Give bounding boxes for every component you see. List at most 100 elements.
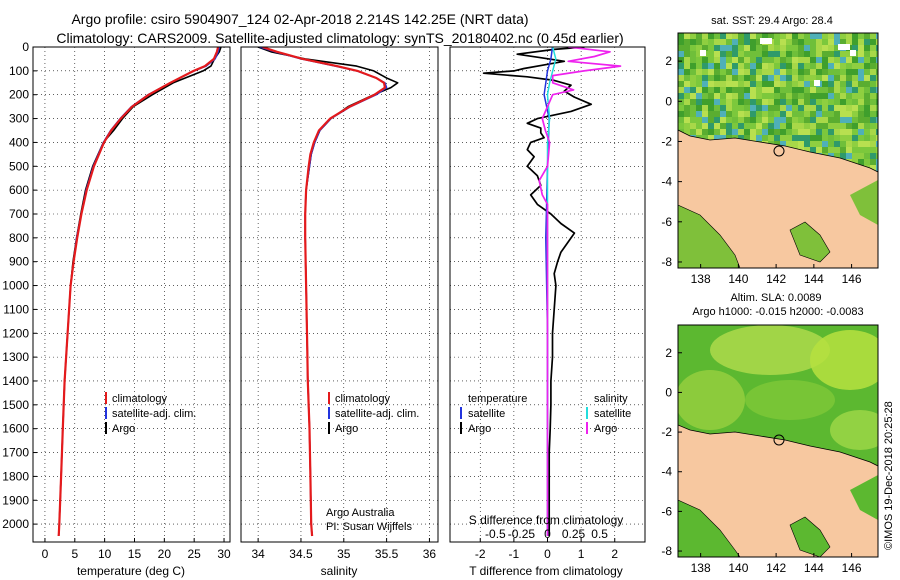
sst-cell (786, 51, 792, 57)
sst-cell (858, 129, 864, 135)
sst-cell (684, 39, 690, 45)
sst-cell (810, 147, 816, 153)
sst-cell (780, 135, 786, 141)
sst-cell (870, 105, 876, 111)
sst-cell (774, 33, 780, 39)
sst-cell (834, 75, 840, 81)
sst-cell (702, 75, 708, 81)
sst-cell (720, 111, 726, 117)
figure-title-line1: Argo profile: csiro 5904907_124 02-Apr-2… (71, 11, 528, 27)
sst-cell (822, 135, 828, 141)
sst-cell (810, 99, 816, 105)
sst-cell (780, 105, 786, 111)
sst-cell (852, 129, 858, 135)
sst-cell (846, 105, 852, 111)
sst-cell (822, 39, 828, 45)
sst-cell (876, 63, 878, 69)
sst-cell (750, 39, 756, 45)
sst-cell (738, 39, 744, 45)
sst-cell (684, 99, 690, 105)
sst-cell (852, 57, 858, 63)
sst-cell (858, 69, 864, 75)
sst-cell (756, 117, 762, 123)
sst-cell (846, 129, 852, 135)
sst-cell (768, 123, 774, 129)
map-x-tick-label: 144 (804, 561, 824, 575)
map-y-tick-label: -2 (661, 425, 672, 439)
sst-cell (822, 123, 828, 129)
sst-cell (828, 141, 834, 147)
sst-cell (726, 105, 732, 111)
sst-cell (846, 57, 852, 63)
sst-cell (690, 63, 696, 69)
sst-cell (696, 69, 702, 75)
sst-cell (780, 63, 786, 69)
sst-cell (792, 135, 798, 141)
sst-cell (858, 39, 864, 45)
sst-cell (684, 117, 690, 123)
sst-cell (726, 87, 732, 93)
sst-cloud-cell (760, 38, 766, 44)
sst-cell (780, 87, 786, 93)
annotation-pi: PI: Susan Wijffels (326, 521, 412, 533)
sst-cell (828, 147, 834, 153)
sst-cell (864, 141, 870, 147)
sst-cell (774, 111, 780, 117)
sst-cell (858, 51, 864, 57)
sst-cell (810, 93, 816, 99)
sst-cell (846, 141, 852, 147)
sst-cell (834, 51, 840, 57)
sst-cell (852, 141, 858, 147)
sst-cell (720, 105, 726, 111)
sst-cell (702, 111, 708, 117)
sst-cell (846, 39, 852, 45)
sst-cell (702, 93, 708, 99)
sst-cell (744, 87, 750, 93)
sst-cell (852, 153, 858, 159)
sst-cell (816, 147, 822, 153)
sst-cell (702, 87, 708, 93)
sst-cell (864, 87, 870, 93)
sst-cell (708, 81, 714, 87)
temperature-panel: 0100200300400500600700800900100011001200… (2, 40, 231, 578)
sst-cell (702, 69, 708, 75)
difference-panel: -2 -1 0 1 2 -0.5 -0.25 0 0.25 0.5 T difference fr… (449, 46, 646, 578)
sst-cell (744, 111, 750, 117)
sst-cell (726, 93, 732, 99)
sst-cell (852, 33, 858, 39)
sst-cell (714, 105, 720, 111)
sst-cell (786, 33, 792, 39)
sst-cell (750, 81, 756, 87)
x-tick-label: 0 (42, 547, 49, 561)
sst-cell (858, 57, 864, 63)
sst-cell (732, 75, 738, 81)
sst-cell (816, 75, 822, 81)
sst-cell (858, 159, 864, 165)
sst-cell (714, 63, 720, 69)
sst-cell (876, 57, 878, 63)
sst-cell (756, 81, 762, 87)
depth-tick-label: 600 (9, 183, 29, 197)
sst-cell (858, 153, 864, 159)
sst-cell (804, 147, 810, 153)
sst-cell (714, 117, 720, 123)
sst-cell (780, 69, 786, 75)
sst-cell (804, 117, 810, 123)
sst-cell (792, 51, 798, 57)
sst-cell (714, 57, 720, 63)
sst-cell (792, 39, 798, 45)
sst-cell (804, 87, 810, 93)
sst-cell (810, 69, 816, 75)
sst-cell (696, 39, 702, 45)
sst-cell (690, 111, 696, 117)
legend-salinity-title: salinity (594, 393, 628, 405)
sst-cell (858, 81, 864, 87)
salinity-xlabel: salinity (321, 564, 358, 578)
sst-cell (840, 111, 846, 117)
sst-cell (750, 105, 756, 111)
sst-cell (732, 57, 738, 63)
series-argo (57, 47, 222, 537)
sst-cell (762, 69, 768, 75)
sst-cell (714, 87, 720, 93)
sst-cell (804, 93, 810, 99)
